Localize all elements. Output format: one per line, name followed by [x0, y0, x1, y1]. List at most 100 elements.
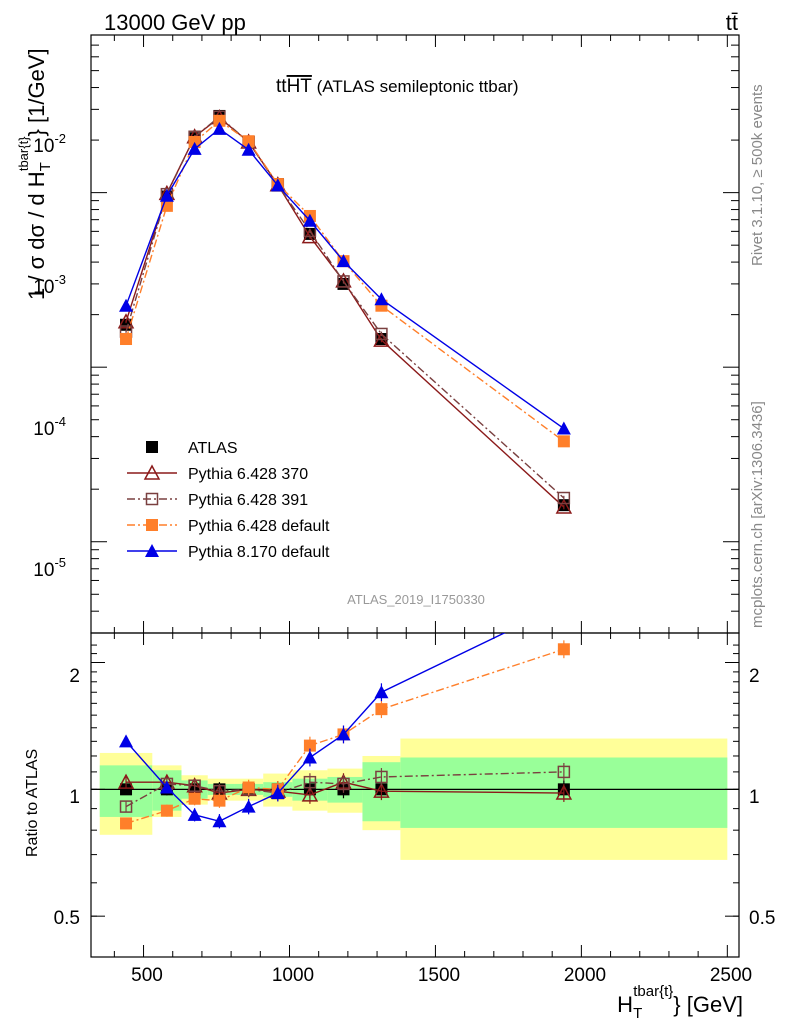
- data-point: [556, 421, 571, 435]
- y-tick-label-1e-4: 10-4: [33, 414, 66, 440]
- legend: ATLAS Pythia 6.428 370 Pythia 6.428 391 Pyt…: [127, 440, 330, 561]
- ratio-tick-label-0.5-left: 0.5: [54, 908, 80, 929]
- data-point: [337, 777, 350, 791]
- legend-item-atlas: ATLAS: [146, 440, 238, 457]
- data-point: [303, 775, 317, 789]
- main-series-layer: [117, 109, 573, 514]
- data-point: [302, 750, 317, 764]
- data-point: [188, 792, 201, 805]
- x-tick-label-1000: 1000: [272, 965, 314, 986]
- legend-item-pythia-8-170-default: Pythia 8.170 default: [127, 544, 330, 561]
- data-point: [557, 597, 571, 610]
- series-pythia-6-428-370: [117, 109, 573, 514]
- series-line-pythia-6-428-391: [125, 771, 564, 808]
- data-point: [187, 141, 202, 155]
- rivet-version-label: Rivet 3.1.10, ≥ 500k events: [749, 84, 766, 266]
- y-tick-label-1e-5: 10-5: [33, 555, 66, 581]
- data-point: [119, 298, 134, 312]
- ratio-tick-label-1-left: 1: [69, 787, 80, 808]
- data-point: [120, 333, 133, 346]
- ratio-plot-frame: [90, 632, 740, 958]
- data-point: [187, 807, 202, 821]
- data-point: [117, 313, 135, 329]
- legend-item-pythia-6-428-370: Pythia 6.428 370: [127, 464, 308, 483]
- data-point: [336, 727, 351, 741]
- legend-marker: [143, 464, 161, 480]
- legend-marker: [145, 492, 159, 506]
- process-label: tt̄: [726, 10, 738, 35]
- x-axis-label: HTtbar{t}} [GeV]: [617, 983, 743, 1022]
- ratio-tick-label-1-right: 1: [749, 787, 760, 808]
- x-tick-label-2500: 2500: [710, 965, 752, 986]
- data-point: [375, 703, 388, 716]
- analysis-id-label: ATLAS_2019_I1750330: [347, 592, 485, 607]
- series-line-pythia-8-170-default: [125, 127, 565, 430]
- ratio-tick-label-2-right: 2: [749, 666, 760, 687]
- data-point: [242, 781, 255, 794]
- data-point: [557, 643, 570, 656]
- data-point: [120, 783, 133, 796]
- data-point: [337, 275, 350, 288]
- data-point: [302, 213, 317, 227]
- data-point: [557, 435, 570, 448]
- ratio-tick-label-0.5-right: 0.5: [749, 908, 775, 929]
- legend-item-pythia-6-428-391: Pythia 6.428 391: [127, 492, 308, 509]
- data-point: [375, 327, 388, 341]
- data-point: [303, 739, 316, 752]
- data-point: [374, 685, 389, 699]
- ratio-tick-label-2-left: 2: [69, 666, 80, 687]
- ratio-y-tick-labels: 0.5 1 2 0.5 1 2: [54, 666, 776, 929]
- data-point: [213, 114, 226, 127]
- series-pythia-8-170-default: [119, 597, 571, 829]
- ratio-series-layer: [117, 597, 573, 830]
- legend-marker: [146, 441, 158, 453]
- atlas-uncertainty-bands: [91, 738, 739, 860]
- legend-label: Pythia 8.170 default: [188, 544, 330, 561]
- legend-item-pythia-6-428-default: Pythia 6.428 default: [127, 518, 330, 535]
- y-tick-label-1e-2: 10-2: [33, 131, 66, 157]
- legend-label: ATLAS: [188, 440, 238, 457]
- data-point: [212, 121, 227, 135]
- legend-marker: [146, 519, 158, 531]
- data-point: [373, 782, 390, 798]
- data-point: [557, 765, 571, 779]
- data-point: [555, 498, 573, 514]
- series-line-pythia-6-428-370: [125, 116, 565, 508]
- data-point: [241, 142, 256, 156]
- data-point: [117, 773, 135, 789]
- x-tick-label-500: 500: [131, 965, 163, 986]
- plot-title: ttHT (ATLAS semileptonic ttbar): [276, 76, 518, 97]
- series-line-pythia-6-428-default: [125, 119, 565, 442]
- legend-label: Pythia 6.428 370: [188, 466, 308, 483]
- main-y-axis-label: 1 / σ dσ / d HTtbar{t}} [1/GeV]: [16, 48, 54, 300]
- data-point: [374, 292, 389, 306]
- data-point: [270, 178, 285, 192]
- data-point: [557, 491, 571, 505]
- data-point: [159, 780, 174, 794]
- data-point: [119, 734, 134, 748]
- data-point: [555, 784, 573, 800]
- data-point: [188, 779, 201, 792]
- data-point: [119, 800, 133, 813]
- series-line-pythia-8-170-default: [125, 633, 506, 822]
- mcplots-label: mcplots.cern.ch [arXiv:1306.3436]: [749, 401, 766, 628]
- data-point: [212, 814, 227, 828]
- data-point: [160, 804, 173, 817]
- data-point: [159, 188, 174, 202]
- series-line-pythia-6-428-default: [125, 648, 565, 825]
- x-tick-labels: 500 1000 1500 2000 2500: [131, 965, 752, 986]
- axis-ticks: [91, 34, 739, 957]
- energy-label: 13000 GeV pp: [104, 10, 246, 35]
- legend-label: Pythia 6.428 391: [188, 492, 308, 509]
- data-point: [301, 786, 319, 802]
- main-y-tick-labels: 10-5 10-4 10-3 10-2: [33, 131, 66, 581]
- x-tick-label-1500: 1500: [418, 965, 460, 986]
- y-tick-label-1e-3: 10-3: [33, 272, 66, 298]
- legend-marker: [145, 544, 159, 557]
- data-point: [242, 135, 255, 148]
- legend-label: Pythia 6.428 default: [188, 518, 330, 535]
- x-tick-label-2000: 2000: [564, 965, 606, 986]
- series-pythia-8-170-default: [119, 121, 571, 435]
- data-point: [241, 799, 256, 813]
